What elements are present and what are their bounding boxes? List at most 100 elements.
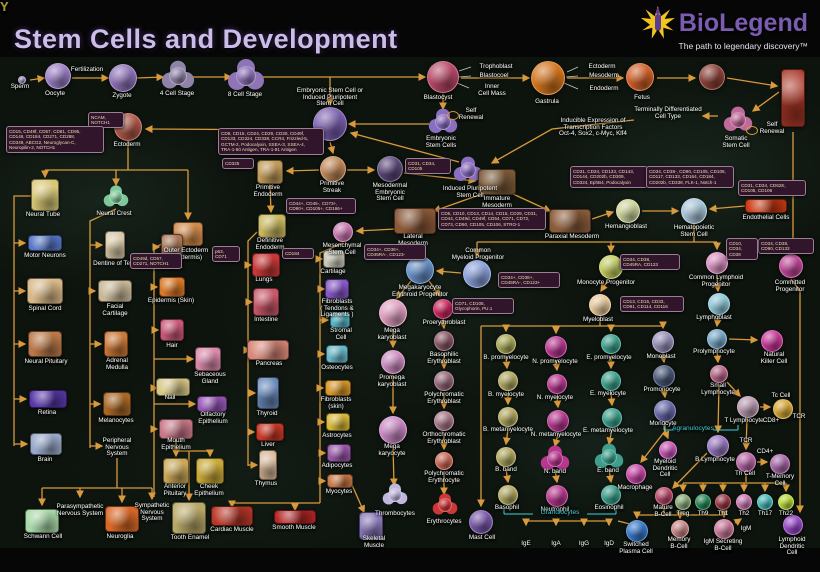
edge-arrow (89, 208, 117, 448)
edge-arrow (439, 319, 448, 330)
mep-node (406, 256, 434, 284)
b-lymphocyte-sheen (708, 436, 728, 456)
switched-plasma-node (626, 520, 648, 542)
proerythroblast-sheen (434, 300, 452, 318)
small-lymphocyte-label: Small Lymphocyte (701, 382, 735, 396)
edge-arrow (266, 184, 275, 214)
edge-arrow (435, 267, 462, 276)
mesodermal-esc-node (377, 156, 403, 182)
th1-node (715, 494, 731, 510)
mast-cell-label: Mast Cell (468, 534, 496, 541)
edge-arrow (552, 469, 560, 484)
edge-arrow (458, 75, 472, 78)
mature-b-label: Mature B-Cell (653, 504, 673, 518)
stromal-cell-node (330, 312, 350, 328)
cardiac-muscle-label: Cardiac Muscle (210, 526, 254, 533)
igd-antibody-icon: Y (0, 0, 9, 14)
megakaryoblast-node (379, 299, 407, 327)
self-renewal-2-label: Self Renewal (759, 121, 785, 135)
megakaryoblast-sheen (380, 300, 406, 326)
cheek-epithelium-sheen (197, 459, 223, 483)
edge-arrow (389, 445, 398, 487)
g-mesoderm-label: Mesoderm (589, 72, 619, 79)
mast-cell-node (469, 510, 493, 534)
polychromatic-eb-node (434, 371, 454, 391)
lymphoblast-node (708, 293, 730, 315)
monocyte-prog-label: Monocyte Progenitor (576, 279, 636, 286)
megakaryocyte-sheen (380, 417, 406, 443)
marker-box: CD5, CD10, CD13, CD14, CD15, CD29, CD31,… (438, 208, 546, 230)
fibroblasts-skin-label: Fibroblasts (skin) (320, 396, 352, 410)
th22-label: Th22 (778, 510, 794, 517)
marker-box: p63, CD71 (212, 246, 240, 262)
hair-sheen (161, 320, 183, 340)
myocytes-sheen (328, 475, 352, 487)
edge-arrow (490, 119, 635, 164)
neuroglia-node (105, 506, 139, 532)
edge-arrow (428, 280, 441, 298)
inner-cell-mass-label: Inner Cell Mass (478, 83, 506, 97)
edge-arrow (726, 77, 779, 89)
edge-arrow (600, 279, 609, 293)
osteocytes-label: Osteocytes (321, 364, 353, 371)
e-band-node (601, 449, 617, 465)
mesenchymal-sc-label: Mesenchymal Stem Cell (322, 242, 362, 256)
lymphoid-dc-label: Lymphoid Dendritic Cell (778, 536, 806, 557)
parasympathetic-label: Parasympathetic Nervous System (56, 503, 104, 517)
marker-box: CD44+, CD45-, CD73+, CD90+, CD105+, CD16… (286, 198, 356, 214)
sympathetic-label: Sympathetic Nervous System (134, 502, 170, 523)
eight-cell-sheen (237, 67, 255, 85)
eosinophil-sheen (602, 486, 620, 504)
blastocoel-label: Blastocoel (479, 72, 509, 79)
marker-box: CD34, CD38, CD45RA, CD123 (620, 254, 680, 270)
th9-label: Th9 (697, 510, 709, 517)
outer-ectoderm-label: Outer Ectoderm (Epidermis) (163, 247, 209, 261)
esc-big-node (313, 107, 347, 141)
edge-arrow (327, 141, 336, 155)
t-memory-sheen (771, 455, 789, 473)
edge-arrow (713, 274, 722, 293)
astrocytes-label: Astrocytes (322, 432, 352, 439)
marker-box: CD325 (222, 158, 254, 169)
b-promyelocyte-label: B. promyelocyte (483, 354, 529, 361)
adult-node (781, 69, 805, 127)
facial-cartilage-sheen (99, 281, 131, 301)
gastrula-sheen (532, 62, 564, 94)
edge-arrow (503, 468, 511, 484)
gastrula-node (531, 61, 565, 95)
mouth-epithelium-label: Mouth Epithelium (161, 437, 191, 451)
oocyte-label: Oocyte (45, 90, 65, 97)
anterior-pituitary-sheen (164, 459, 188, 483)
melanocytes-node (103, 392, 131, 416)
clp-node (706, 252, 728, 274)
ipsc-node (460, 162, 476, 178)
edge-arrow (714, 384, 723, 434)
switched-plasma-label: Switched Plasma Cell (619, 541, 653, 555)
thyroid-sheen (258, 378, 278, 408)
ectoderm-label: Ectoderm (113, 141, 141, 148)
mep-sheen (407, 257, 433, 283)
tc-cell-node (773, 399, 793, 419)
loop1-node (447, 110, 459, 120)
sperm-node (18, 76, 26, 84)
hsc-node (681, 198, 707, 224)
edge-arrow (552, 433, 561, 448)
terminally-diff-label: Terminally Differentiated Cell Type (634, 106, 702, 120)
n-myelocyte-sheen (548, 375, 566, 393)
definitive-endoderm-label: Definitive Endoderm (255, 237, 285, 251)
monoblast-label: Monoblast (646, 353, 676, 360)
immature-mesoderm-sheen (479, 170, 515, 194)
th9-node (695, 494, 711, 510)
logo-starburst-icon (640, 6, 675, 39)
thyroid-label: Thyroid (256, 410, 278, 417)
igm-label: IgM (740, 525, 752, 532)
neural-pituitary-sheen (29, 332, 61, 356)
igg-antibody-icon: Y (0, 0, 9, 14)
fibroblasts-tendons-sheen (326, 280, 348, 298)
tc-cell-label: Tc Cell (771, 392, 791, 399)
edge-arrow (790, 278, 804, 514)
e-band-label: E. band (597, 467, 619, 474)
myeloid-dc-label: Myeloid Dendritic Cell (652, 458, 678, 479)
e-band-sheen (602, 450, 616, 464)
sebaceous-gland-node (195, 347, 221, 371)
